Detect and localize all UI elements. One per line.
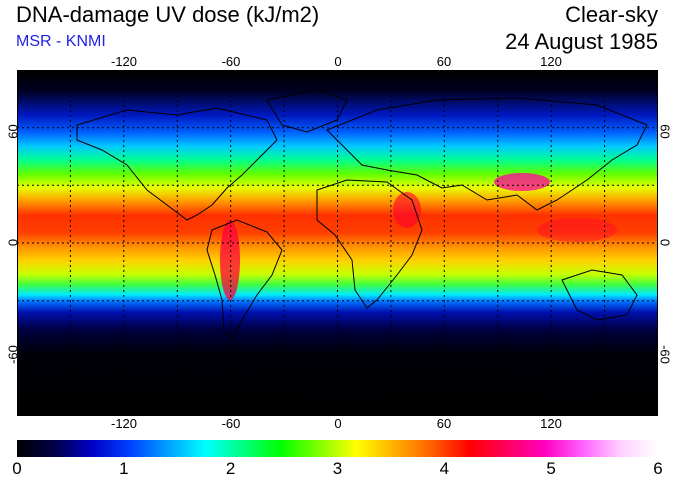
lon-tick-top-60: 60 (436, 54, 452, 69)
colorbar-tick-6: 6 (653, 459, 663, 478)
lat-tick-right-60: 60 (657, 124, 673, 139)
arabia-hotspot (393, 192, 421, 228)
colorbar (17, 440, 658, 457)
lon-tick-top-120: 120 (540, 54, 562, 69)
condition-label: Clear-sky (565, 2, 658, 27)
uv-dose-map (17, 70, 658, 416)
lon-tick-bottom-0: 0 (334, 416, 342, 431)
source-label: MSR - KNMI (16, 33, 106, 50)
australia-coast (561, 269, 638, 321)
colorbar-tick-5: 5 (546, 459, 556, 478)
colorbar-tick-2: 2 (225, 459, 236, 478)
lon-tick-bottom-minus60: -60 (221, 416, 241, 431)
lon-tick-bottom-60: 60 (436, 416, 452, 431)
tibet-hotspot (494, 173, 550, 191)
north-america-coast (76, 107, 278, 221)
colorbar-tick-3: 3 (332, 459, 343, 478)
lat-tick-right-minus60: -60 (657, 345, 673, 364)
lat-tick-right-0: 0 (657, 238, 673, 247)
lon-tick-bottom-120: 120 (540, 416, 562, 431)
colorbar-tick-4: 4 (439, 459, 450, 478)
colorbar-tick-0: 0 (12, 459, 22, 478)
lon-tick-top-0: 0 (334, 54, 342, 69)
eurasia-coast (326, 97, 648, 211)
colorbar-gradient (17, 440, 658, 457)
graticule (17, 70, 658, 416)
lon-tick-top-minus120: -120 (110, 54, 138, 69)
map-title: DNA-damage UV dose (kJ/m2) (16, 2, 320, 27)
warm-pool-hotspot (537, 218, 617, 242)
lon-tick-top-minus60: -60 (221, 54, 241, 69)
lon-tick-bottom-minus120: -120 (110, 416, 138, 431)
south-america-coast (206, 219, 283, 339)
andes-hotspot (220, 220, 240, 300)
date-label: 24 August 1985 (505, 29, 658, 54)
map-frame (17, 70, 658, 416)
colorbar-tick-1: 1 (119, 459, 129, 478)
